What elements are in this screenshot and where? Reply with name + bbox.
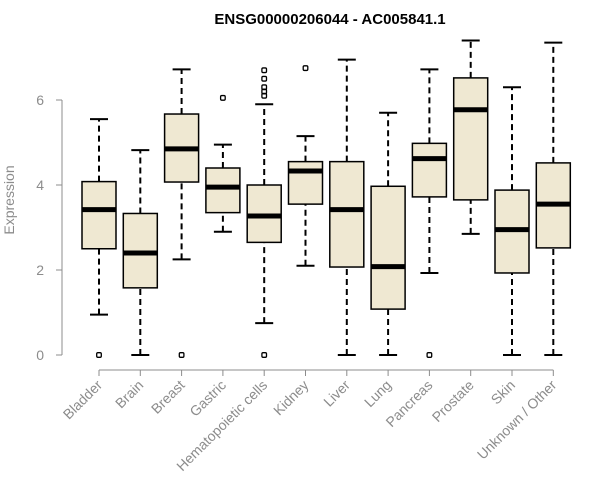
outlier-point <box>302 65 309 72</box>
iqr-box <box>205 167 241 214</box>
y-tick-label: 4 <box>36 177 44 193</box>
iqr-box <box>452 77 489 201</box>
box-breast <box>163 68 200 358</box>
y-tick-label: 2 <box>36 262 44 278</box>
box-hematopoietic-cells <box>246 67 282 358</box>
x-tick-label: Bladder <box>60 377 106 423</box>
box-kidney <box>287 65 324 267</box>
x-tick-label: Kidney <box>270 377 312 419</box>
x-tick-label: Liver <box>320 377 353 410</box>
y-tick-label: 6 <box>36 92 44 108</box>
outlier-point <box>261 352 268 358</box>
outlier-point <box>178 352 185 358</box>
outlier-point <box>261 75 268 82</box>
box-bladder <box>81 118 117 358</box>
box-brain <box>122 149 159 356</box>
x-tick-label: Brain <box>112 377 146 411</box>
box-pancreas <box>411 68 448 358</box>
box-unknown-other <box>535 41 572 356</box>
iqr-box <box>81 180 117 250</box>
outlier-point <box>261 84 268 91</box>
x-tick-label: Prostate <box>429 377 477 425</box>
box-lung <box>370 111 406 356</box>
outlier-point <box>426 352 433 358</box>
y-tick-label: 0 <box>36 347 44 363</box>
x-tick-label: Breast <box>148 377 188 417</box>
iqr-box <box>411 142 448 198</box>
box-prostate <box>452 39 489 235</box>
outlier-point <box>219 94 226 101</box>
box-skin <box>494 86 530 356</box>
box-liver <box>329 58 365 356</box>
outlier-point <box>261 67 268 74</box>
iqr-box <box>329 160 365 268</box>
chart-title: ENSG00000206044 - AC005841.1 <box>214 11 445 28</box>
y-axis-label: Expression <box>1 165 17 234</box>
box-gastric <box>205 94 241 233</box>
x-tick-label: Lung <box>361 377 394 410</box>
axes: 0 2 4 6 <box>36 92 554 376</box>
x-tick-label: Skin <box>488 377 519 408</box>
boxes <box>81 39 572 358</box>
iqr-box <box>287 160 324 205</box>
iqr-box <box>370 185 406 310</box>
outlier-point <box>96 352 102 358</box>
